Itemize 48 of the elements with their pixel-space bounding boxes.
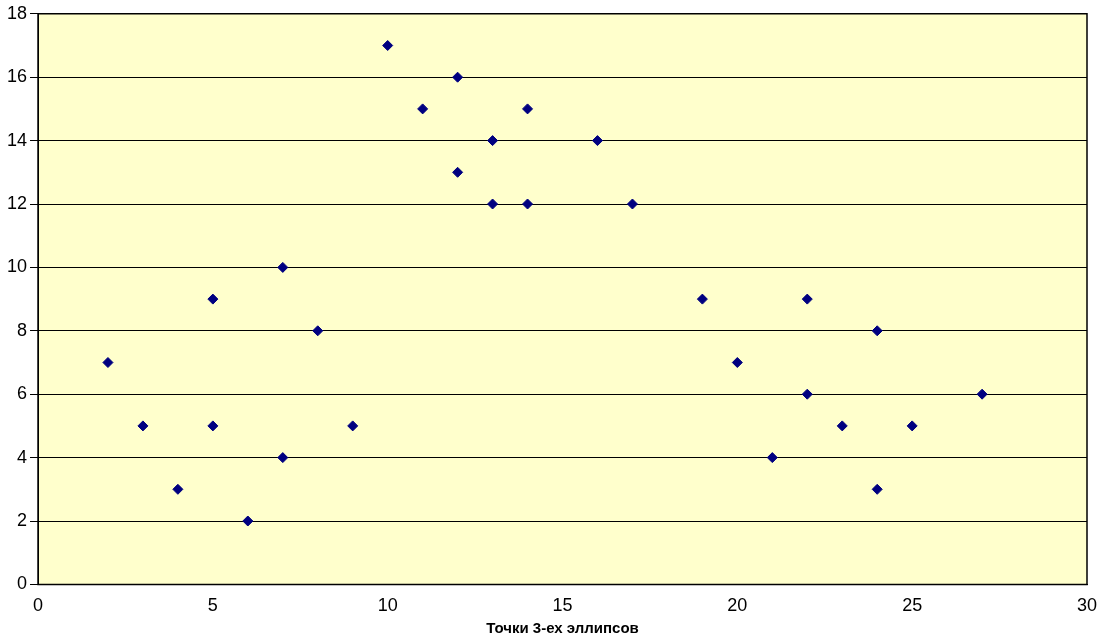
x-tick-label: 20 bbox=[727, 595, 748, 616]
point bbox=[836, 420, 848, 432]
point bbox=[906, 420, 918, 432]
point bbox=[277, 452, 289, 464]
point bbox=[487, 198, 499, 210]
point bbox=[801, 388, 813, 400]
point bbox=[522, 198, 534, 210]
point bbox=[766, 452, 778, 464]
point bbox=[522, 103, 534, 115]
point bbox=[242, 515, 254, 527]
point bbox=[801, 293, 813, 305]
point bbox=[452, 166, 464, 178]
point bbox=[207, 293, 219, 305]
x-tick-label: 10 bbox=[377, 595, 398, 616]
x-tick-label: 0 bbox=[33, 595, 44, 616]
x-tick-label: 5 bbox=[207, 595, 218, 616]
point bbox=[626, 198, 638, 210]
y-tick-label: 0 bbox=[17, 573, 28, 594]
y-tick-label: 6 bbox=[17, 383, 28, 404]
point bbox=[277, 261, 289, 273]
y-tick-label: 18 bbox=[6, 2, 28, 23]
point bbox=[591, 135, 603, 147]
point bbox=[382, 40, 394, 51]
y-tick-label: 4 bbox=[17, 446, 28, 467]
y-tick-label: 12 bbox=[6, 192, 28, 213]
point bbox=[207, 420, 219, 432]
point bbox=[102, 357, 114, 368]
point bbox=[976, 388, 988, 400]
y-tick-label: 2 bbox=[17, 509, 28, 530]
point bbox=[172, 483, 184, 495]
y-tick-label: 8 bbox=[17, 319, 28, 340]
point bbox=[871, 483, 883, 495]
point bbox=[137, 420, 149, 432]
x-tick-label: 30 bbox=[1076, 595, 1098, 616]
y-tick-label: 16 bbox=[6, 66, 28, 87]
point bbox=[347, 420, 359, 432]
point bbox=[487, 135, 499, 147]
point bbox=[417, 103, 429, 115]
point bbox=[871, 325, 883, 337]
point bbox=[312, 325, 324, 337]
point bbox=[696, 293, 708, 305]
x-tick-label: 25 bbox=[902, 595, 923, 616]
point bbox=[731, 357, 743, 368]
y-tick-label: 10 bbox=[6, 256, 28, 277]
y-tick-label: 14 bbox=[6, 129, 28, 150]
point bbox=[452, 71, 464, 83]
x-axis-title: Точки 3-ех эллипсов bbox=[486, 619, 639, 637]
x-tick-label: 15 bbox=[552, 595, 573, 616]
